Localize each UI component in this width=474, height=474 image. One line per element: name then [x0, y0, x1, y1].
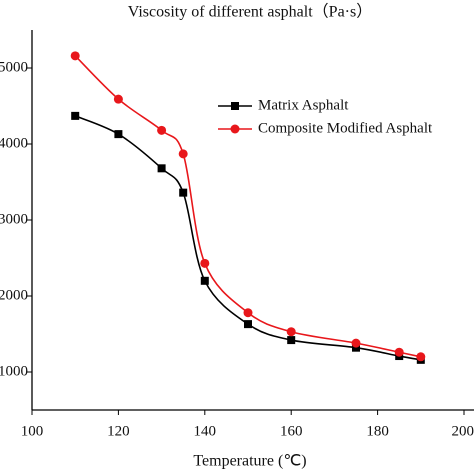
marker — [243, 308, 253, 318]
series-line — [74, 115, 421, 361]
marker — [70, 51, 80, 61]
legend-label: Composite Modified Asphalt — [258, 120, 433, 136]
x-tick-label: 140 — [194, 423, 217, 439]
x-tick-label: 160 — [280, 423, 303, 439]
legend-marker — [231, 102, 239, 110]
x-tick-label: 200 — [452, 423, 474, 439]
chart-title: Viscosity of different asphalt（Pa·s） — [128, 3, 372, 21]
marker — [71, 111, 80, 120]
x-tick-label: 180 — [366, 423, 389, 439]
marker — [179, 188, 188, 197]
marker — [287, 336, 296, 345]
marker — [157, 164, 166, 173]
y-tick-label: 3000 — [0, 211, 28, 227]
marker — [178, 149, 188, 159]
y-tick-label: 5000 — [0, 59, 28, 75]
marker — [113, 94, 123, 104]
y-tick-label: 4000 — [0, 135, 28, 151]
marker — [157, 125, 167, 135]
marker — [200, 276, 209, 285]
legend-label: Matrix Asphalt — [258, 97, 349, 113]
marker — [352, 343, 360, 352]
legend-marker — [230, 124, 240, 134]
y-tick-label: 2000 — [0, 287, 28, 303]
marker — [244, 320, 252, 329]
marker — [351, 338, 361, 348]
marker — [200, 258, 210, 268]
x-tick-label: 100 — [21, 423, 44, 439]
marker — [394, 347, 404, 357]
marker — [114, 130, 123, 139]
marker — [416, 352, 426, 362]
x-tick-label: 120 — [107, 423, 130, 439]
marker — [286, 327, 296, 337]
x-axis-label: Temperature (℃) — [193, 453, 306, 470]
y-tick-label: 1000 — [0, 363, 28, 379]
series-line — [74, 55, 421, 358]
